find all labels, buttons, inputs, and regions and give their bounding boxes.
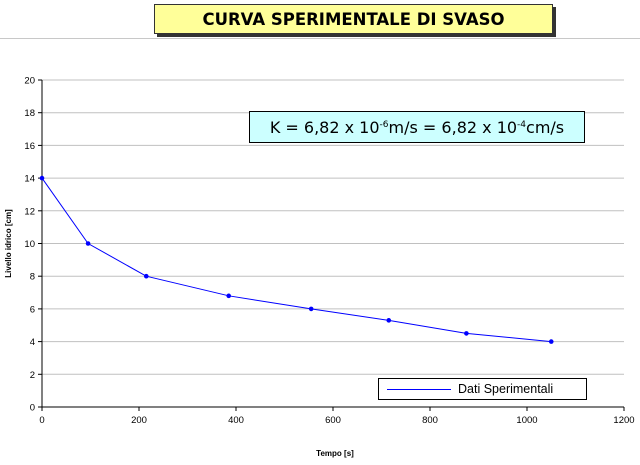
y-axis-title: Livello idrico [cm] [4,209,13,278]
x-tick-label: 400 [228,415,244,426]
data-point [143,273,149,279]
x-tick-label: 1200 [613,415,634,426]
data-point [85,241,91,246]
data-point [386,318,392,323]
y-tick-label: 2 [30,370,35,381]
y-tick-label: 10 [24,239,35,250]
y-tick-label: 6 [30,304,35,315]
legend: Dati Sperimentali [378,378,587,400]
data-point [464,331,469,336]
y-tick-label: 20 [24,76,35,87]
annotation-suffix: cm/s [526,117,565,137]
data-point [548,339,554,344]
chart-title: CURVA SPERIMENTALE DI SVASO [154,4,553,34]
x-tick-labels: 0 200 400 600 800 1000 1200 [39,407,635,426]
y-tick-label: 16 [24,141,35,152]
y-tick-labels: 0 2 4 6 8 10 12 14 16 18 20 [24,76,42,414]
gridlines [42,79,624,375]
legend-label: Dati Sperimentali [458,382,554,396]
y-tick-label: 8 [30,272,35,283]
title-divider [0,38,640,39]
data-point [308,306,314,312]
annotation-prefix: K = 6,82 x 10 [269,117,380,137]
y-tick-label: 4 [30,337,35,348]
series-line [41,177,552,343]
permeability-annotation: K = 6,82 x 10 -6 m/s = 6,82 x 10 -4 cm/s [249,111,585,143]
series-group [39,175,554,344]
annotation-exponent-2: -4 [517,120,527,130]
y-tick-label: 12 [24,206,35,217]
annotation-middle: m/s = 6,82 x 10 [388,117,518,137]
legend-swatch [387,388,451,390]
data-point [39,175,45,181]
x-tick-label: 800 [422,415,438,426]
x-tick-label: 0 [39,415,44,426]
x-tick-label: 600 [325,415,341,426]
x-tick-label: 1000 [516,415,537,426]
x-axis-title: Tempo [s] [316,449,354,458]
annotation-exponent-1: -6 [379,120,389,130]
y-tick-label: 14 [24,174,35,185]
data-point [226,293,232,299]
y-tick-label: 0 [30,403,35,414]
x-tick-label: 200 [131,415,147,426]
y-tick-label: 18 [24,108,35,119]
